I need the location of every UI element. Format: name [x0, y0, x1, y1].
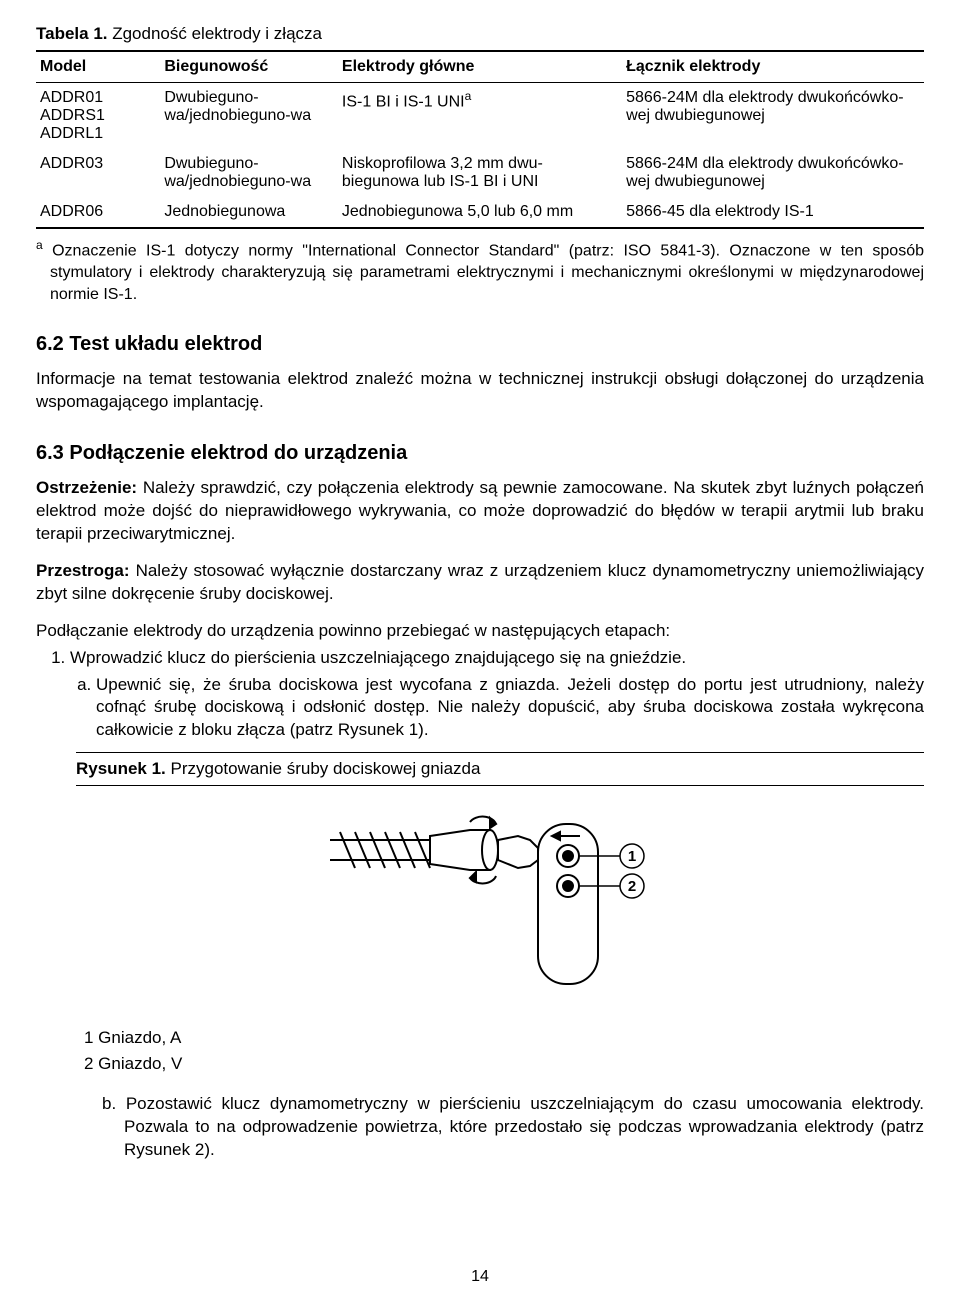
- cell-polarity: Dwubieguno-wa/jednobieguno-wa: [160, 83, 338, 150]
- col-header-leads: Elektrody główne: [338, 51, 622, 83]
- col-header-polarity: Biegunowość: [160, 51, 338, 83]
- step-1: Wprowadzić klucz do pierścienia uszczeln…: [70, 647, 924, 743]
- callout-2: 2: [628, 878, 636, 895]
- cell-leads: Niskoprofilowa 3,2 mm dwu-biegunowa lub …: [338, 149, 622, 197]
- figure-1-illustration: 1 2: [320, 802, 680, 1002]
- steps-list: Wprowadzić klucz do pierścienia uszczeln…: [36, 647, 924, 743]
- legend-item-1: 1 Gniazdo, A: [84, 1025, 924, 1051]
- caution-label: Przestroga:: [36, 561, 130, 580]
- figure-1-caption: Rysunek 1. Przygotowanie śruby dociskowe…: [76, 752, 924, 786]
- section-6-2-heading: 6.2 Test układu elektrod: [36, 333, 924, 356]
- footnote-mark: a: [36, 238, 43, 252]
- lead-compatibility-table: Model Biegunowość Elektrody główne Łączn…: [36, 50, 924, 229]
- figure-1-svg: 1 2: [76, 802, 924, 1007]
- cell-model: ADDR01 ADDRS1 ADDRL1: [36, 83, 160, 150]
- cell-leads-text: IS-1 BI i IS-1 UNI: [342, 93, 465, 110]
- section-6-3-heading: 6.3 Podłączenie elektrod do urządzenia: [36, 442, 924, 465]
- cell-leads-text: Niskoprofilowa 3,2 mm dwu-biegunowa lub …: [342, 155, 543, 190]
- table-row: ADDR01 ADDRS1 ADDRL1 Dwubieguno-wa/jedno…: [36, 83, 924, 150]
- figure-1-block: Rysunek 1. Przygotowanie śruby dociskowe…: [76, 752, 924, 1076]
- caution-text: Należy stosować wyłącznie dostarczany wr…: [36, 561, 924, 603]
- cell-connector: 5866-24M dla elektrody dwukońcówko-wej d…: [622, 149, 924, 197]
- cell-model: ADDR03: [36, 149, 160, 197]
- warning-text: Należy sprawdzić, czy połączenia elektro…: [36, 478, 924, 543]
- table-title-rest: Zgodność elektrody i złącza: [108, 24, 323, 43]
- footnote-marker: a: [465, 89, 472, 103]
- cell-connector: 5866-24M dla elektrody dwukońcówko-wej d…: [622, 83, 924, 150]
- section-6-2-body: Informacje na temat testowania elektrod …: [36, 368, 924, 414]
- steps-intro: Podłączanie elektrody do urządzenia powi…: [36, 620, 924, 643]
- warning-label: Ostrzeżenie:: [36, 478, 137, 497]
- table-row: ADDR06 Jednobiegunowa Jednobiegunowa 5,0…: [36, 197, 924, 228]
- figure-1-caption-rest: Przygotowanie śruby dociskowej gniazda: [166, 759, 481, 778]
- callout-1: 1: [628, 848, 636, 865]
- figure-1-caption-label: Rysunek 1.: [76, 759, 166, 778]
- table-footnote: a Oznaczenie IS-1 dotyczy normy "Interna…: [36, 237, 924, 305]
- cell-leads-text: Jednobiegunowa 5,0 lub 6,0 mm: [342, 203, 573, 220]
- caution-paragraph: Przestroga: Należy stosować wyłącznie do…: [36, 560, 924, 606]
- table-title: Tabela 1. Zgodność elektrody i złącza: [36, 24, 924, 44]
- cell-model: ADDR06: [36, 197, 160, 228]
- footnote-text: Oznaczenie IS-1 dotyczy normy "Internati…: [43, 242, 924, 302]
- table-header-row: Model Biegunowość Elektrody główne Łączn…: [36, 51, 924, 83]
- col-header-model: Model: [36, 51, 160, 83]
- table-title-label: Tabela 1.: [36, 24, 108, 43]
- cell-leads: Jednobiegunowa 5,0 lub 6,0 mm: [338, 197, 622, 228]
- table-row: ADDR03 Dwubieguno-wa/jednobieguno-wa Nis…: [36, 149, 924, 197]
- figure-1-legend: 1 Gniazdo, A 2 Gniazdo, V: [84, 1025, 924, 1076]
- substeps-list: Upewnić się, że śruba dociskowa jest wyc…: [70, 674, 924, 743]
- cell-polarity: Jednobiegunowa: [160, 197, 338, 228]
- cell-connector: 5866-45 dla elektrody IS-1: [622, 197, 924, 228]
- step-1-text: Wprowadzić klucz do pierścienia uszczeln…: [70, 648, 686, 667]
- cell-polarity: Dwubieguno-wa/jednobieguno-wa: [160, 149, 338, 197]
- step-1b: b. Pozostawić klucz dynamometryczny w pi…: [102, 1093, 924, 1162]
- legend-item-2: 2 Gniazdo, V: [84, 1051, 924, 1077]
- col-header-connector: Łącznik elektrody: [622, 51, 924, 83]
- warning-paragraph: Ostrzeżenie: Należy sprawdzić, czy połąc…: [36, 477, 924, 546]
- step-1a: Upewnić się, że śruba dociskowa jest wyc…: [96, 674, 924, 743]
- cell-leads: IS-1 BI i IS-1 UNIa: [338, 83, 622, 150]
- page-number: 14: [0, 1268, 960, 1286]
